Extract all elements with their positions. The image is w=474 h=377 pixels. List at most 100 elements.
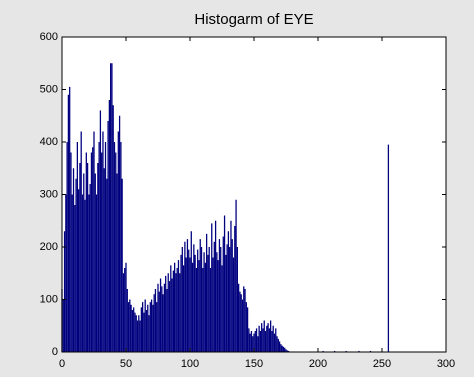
- bar: [67, 94, 70, 352]
- bar: [236, 247, 238, 352]
- bar: [72, 168, 75, 352]
- bar: [212, 257, 214, 352]
- bar: [139, 320, 141, 352]
- bar: [285, 349, 287, 352]
- bar: [252, 336, 254, 352]
- bar: [108, 100, 110, 352]
- bar: [121, 178, 123, 352]
- bar: [254, 331, 256, 352]
- bar: [65, 194, 67, 352]
- bar: [88, 194, 90, 352]
- y-tick-label: 0: [52, 346, 58, 358]
- bar: [220, 247, 222, 352]
- bar: [163, 283, 166, 352]
- bar: [127, 302, 130, 352]
- bar: [147, 304, 149, 352]
- bar: [111, 63, 113, 352]
- bar: [83, 173, 85, 352]
- bar: [79, 163, 81, 352]
- bar: [222, 236, 224, 352]
- bar: [255, 328, 258, 352]
- bar: [270, 320, 272, 352]
- bar: [334, 350, 336, 352]
- bar: [110, 63, 112, 352]
- bar: [148, 315, 150, 352]
- bar: [206, 233, 208, 352]
- bar: [271, 331, 273, 352]
- bar: [104, 142, 107, 352]
- bar: [129, 299, 131, 352]
- bar: [287, 350, 290, 352]
- bar: [181, 247, 183, 352]
- x-tick-label: 150: [245, 358, 263, 370]
- bar: [152, 304, 154, 352]
- bar: [165, 275, 167, 352]
- bar: [230, 220, 232, 352]
- bar: [264, 331, 267, 352]
- bar: [115, 152, 117, 352]
- bar: [278, 341, 281, 352]
- bar: [186, 239, 189, 352]
- bar: [188, 249, 190, 352]
- bar: [193, 244, 195, 352]
- bar: [94, 173, 96, 352]
- bar: [248, 328, 250, 352]
- bar: [98, 142, 100, 352]
- bar: [223, 215, 226, 352]
- bar: [117, 131, 119, 352]
- y-tick-label: 100: [40, 293, 58, 305]
- bar: [161, 286, 163, 352]
- bar: [154, 289, 157, 352]
- bar: [240, 294, 242, 352]
- bar: [122, 273, 125, 352]
- bar: [369, 350, 372, 352]
- bar: [286, 350, 288, 352]
- bar: [130, 304, 132, 352]
- bar: [113, 142, 116, 352]
- bar: [358, 350, 360, 352]
- bar: [135, 315, 137, 352]
- bar: [150, 299, 153, 352]
- x-tick-label: 100: [181, 358, 199, 370]
- bar: [101, 152, 103, 352]
- bar: [218, 239, 221, 352]
- bar: [216, 252, 218, 352]
- bar: [209, 268, 212, 352]
- bar: [280, 344, 282, 352]
- bar: [189, 257, 191, 352]
- chart-title: Histogarm of EYE: [194, 11, 313, 28]
- bar: [225, 254, 227, 352]
- bar: [69, 86, 71, 352]
- bar: [177, 260, 180, 352]
- bar: [207, 254, 209, 352]
- bar: [250, 331, 253, 352]
- y-tick-label: 600: [40, 31, 58, 43]
- bar: [84, 199, 86, 352]
- bar: [145, 310, 148, 352]
- bar: [261, 323, 263, 352]
- bar: [78, 189, 80, 352]
- bar: [153, 294, 155, 352]
- bar: [172, 270, 174, 352]
- bar: [243, 286, 245, 352]
- bar: [102, 131, 104, 352]
- bar: [245, 302, 247, 352]
- bar: [70, 152, 72, 352]
- bar: [211, 223, 213, 352]
- bar: [81, 194, 84, 352]
- bar: [282, 346, 285, 352]
- bar: [176, 268, 178, 352]
- bar: [198, 260, 200, 352]
- bar: [232, 257, 235, 352]
- bar: [180, 254, 182, 352]
- bar: [387, 144, 390, 352]
- bar: [140, 307, 142, 352]
- y-tick-label: 300: [40, 188, 58, 200]
- x-tick-label: 0: [59, 358, 65, 370]
- y-tick-label: 500: [40, 83, 58, 95]
- bar: [238, 283, 240, 352]
- bar: [106, 178, 108, 352]
- bar: [267, 323, 269, 352]
- bar: [345, 350, 347, 352]
